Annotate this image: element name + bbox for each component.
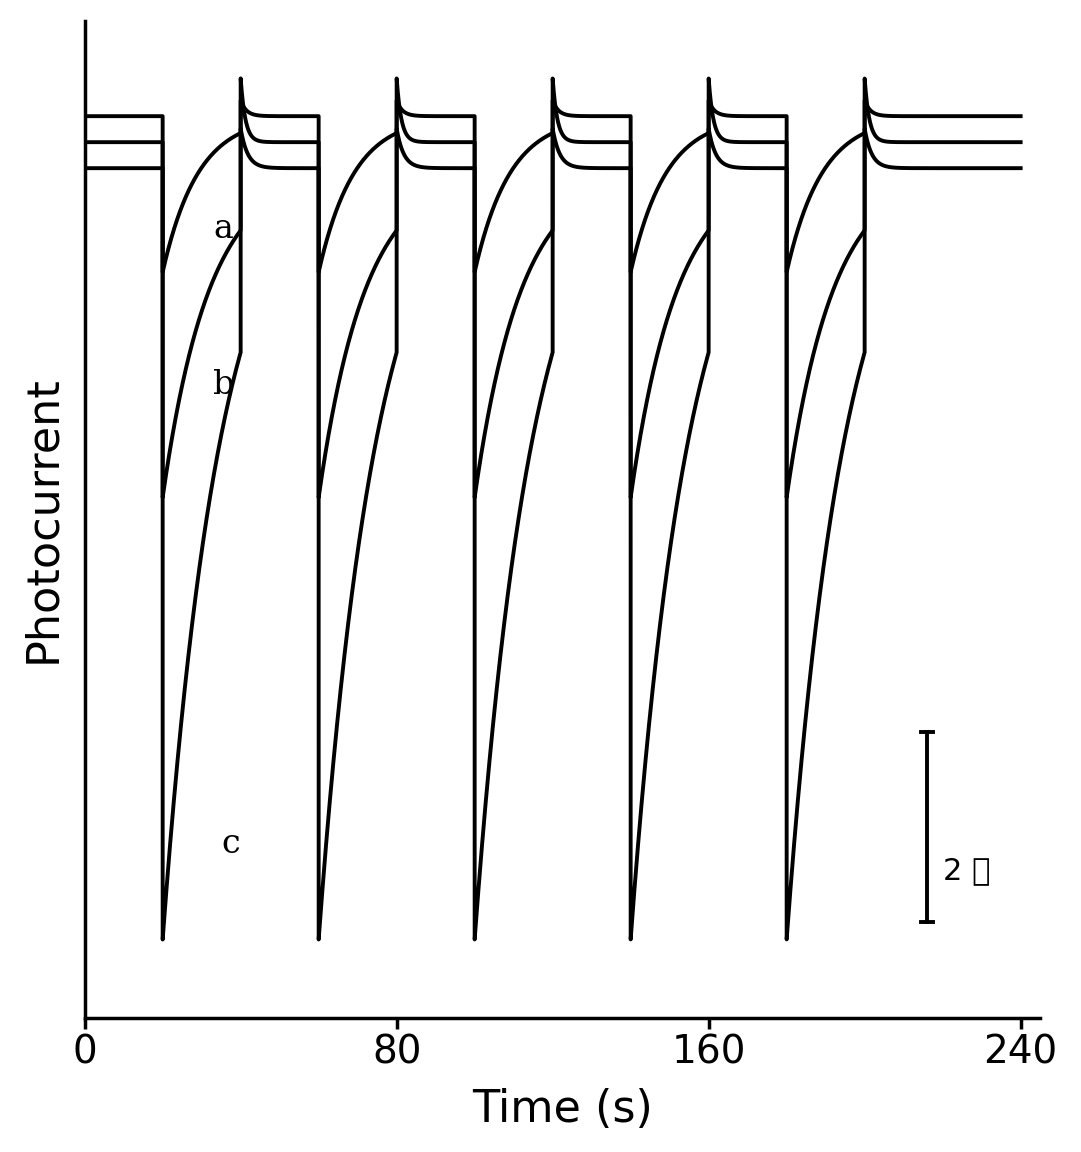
X-axis label: Time (s): Time (s) (472, 1089, 653, 1131)
Y-axis label: Photocurrent: Photocurrent (21, 376, 64, 664)
Text: a: a (213, 213, 233, 245)
Text: 2 碰: 2 碰 (943, 856, 990, 885)
Text: b: b (213, 369, 235, 401)
Text: c: c (222, 828, 240, 861)
